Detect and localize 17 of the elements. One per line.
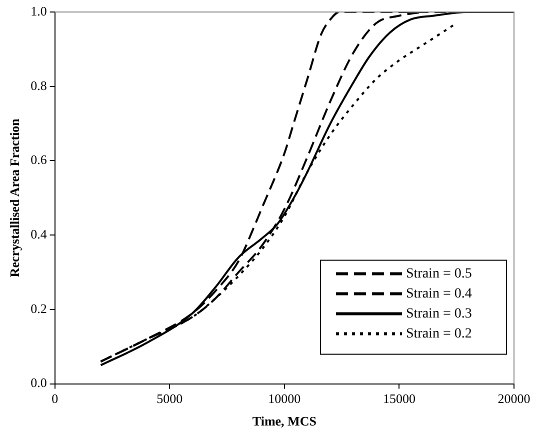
legend-label: Strain = 0.2 [406,326,472,342]
x-tick-label: 10000 [268,391,301,406]
y-tick-label: 0.4 [30,226,48,242]
x-tick-label: 5000 [156,391,183,406]
x-tick-label: 20000 [498,391,530,406]
y-tick-label: 0.8 [30,78,47,93]
x-tick-label: 15000 [382,391,416,406]
legend-label: Strain = 0.5 [406,266,472,282]
y-tick-label: 0.6 [30,152,48,168]
y-tick-label: 0.2 [30,300,47,316]
x-tick-label: 0 [52,391,58,406]
y-tick-label: 0.0 [30,375,47,390]
legend-label: Strain = 0.3 [406,306,472,322]
y-axis-title: Recrystallised Area Fraction [7,118,22,278]
x-axis-title: Time, MCS [252,414,316,429]
y-tick-label: 1.0 [30,3,47,18]
legend-label: Strain = 0.4 [406,286,472,302]
